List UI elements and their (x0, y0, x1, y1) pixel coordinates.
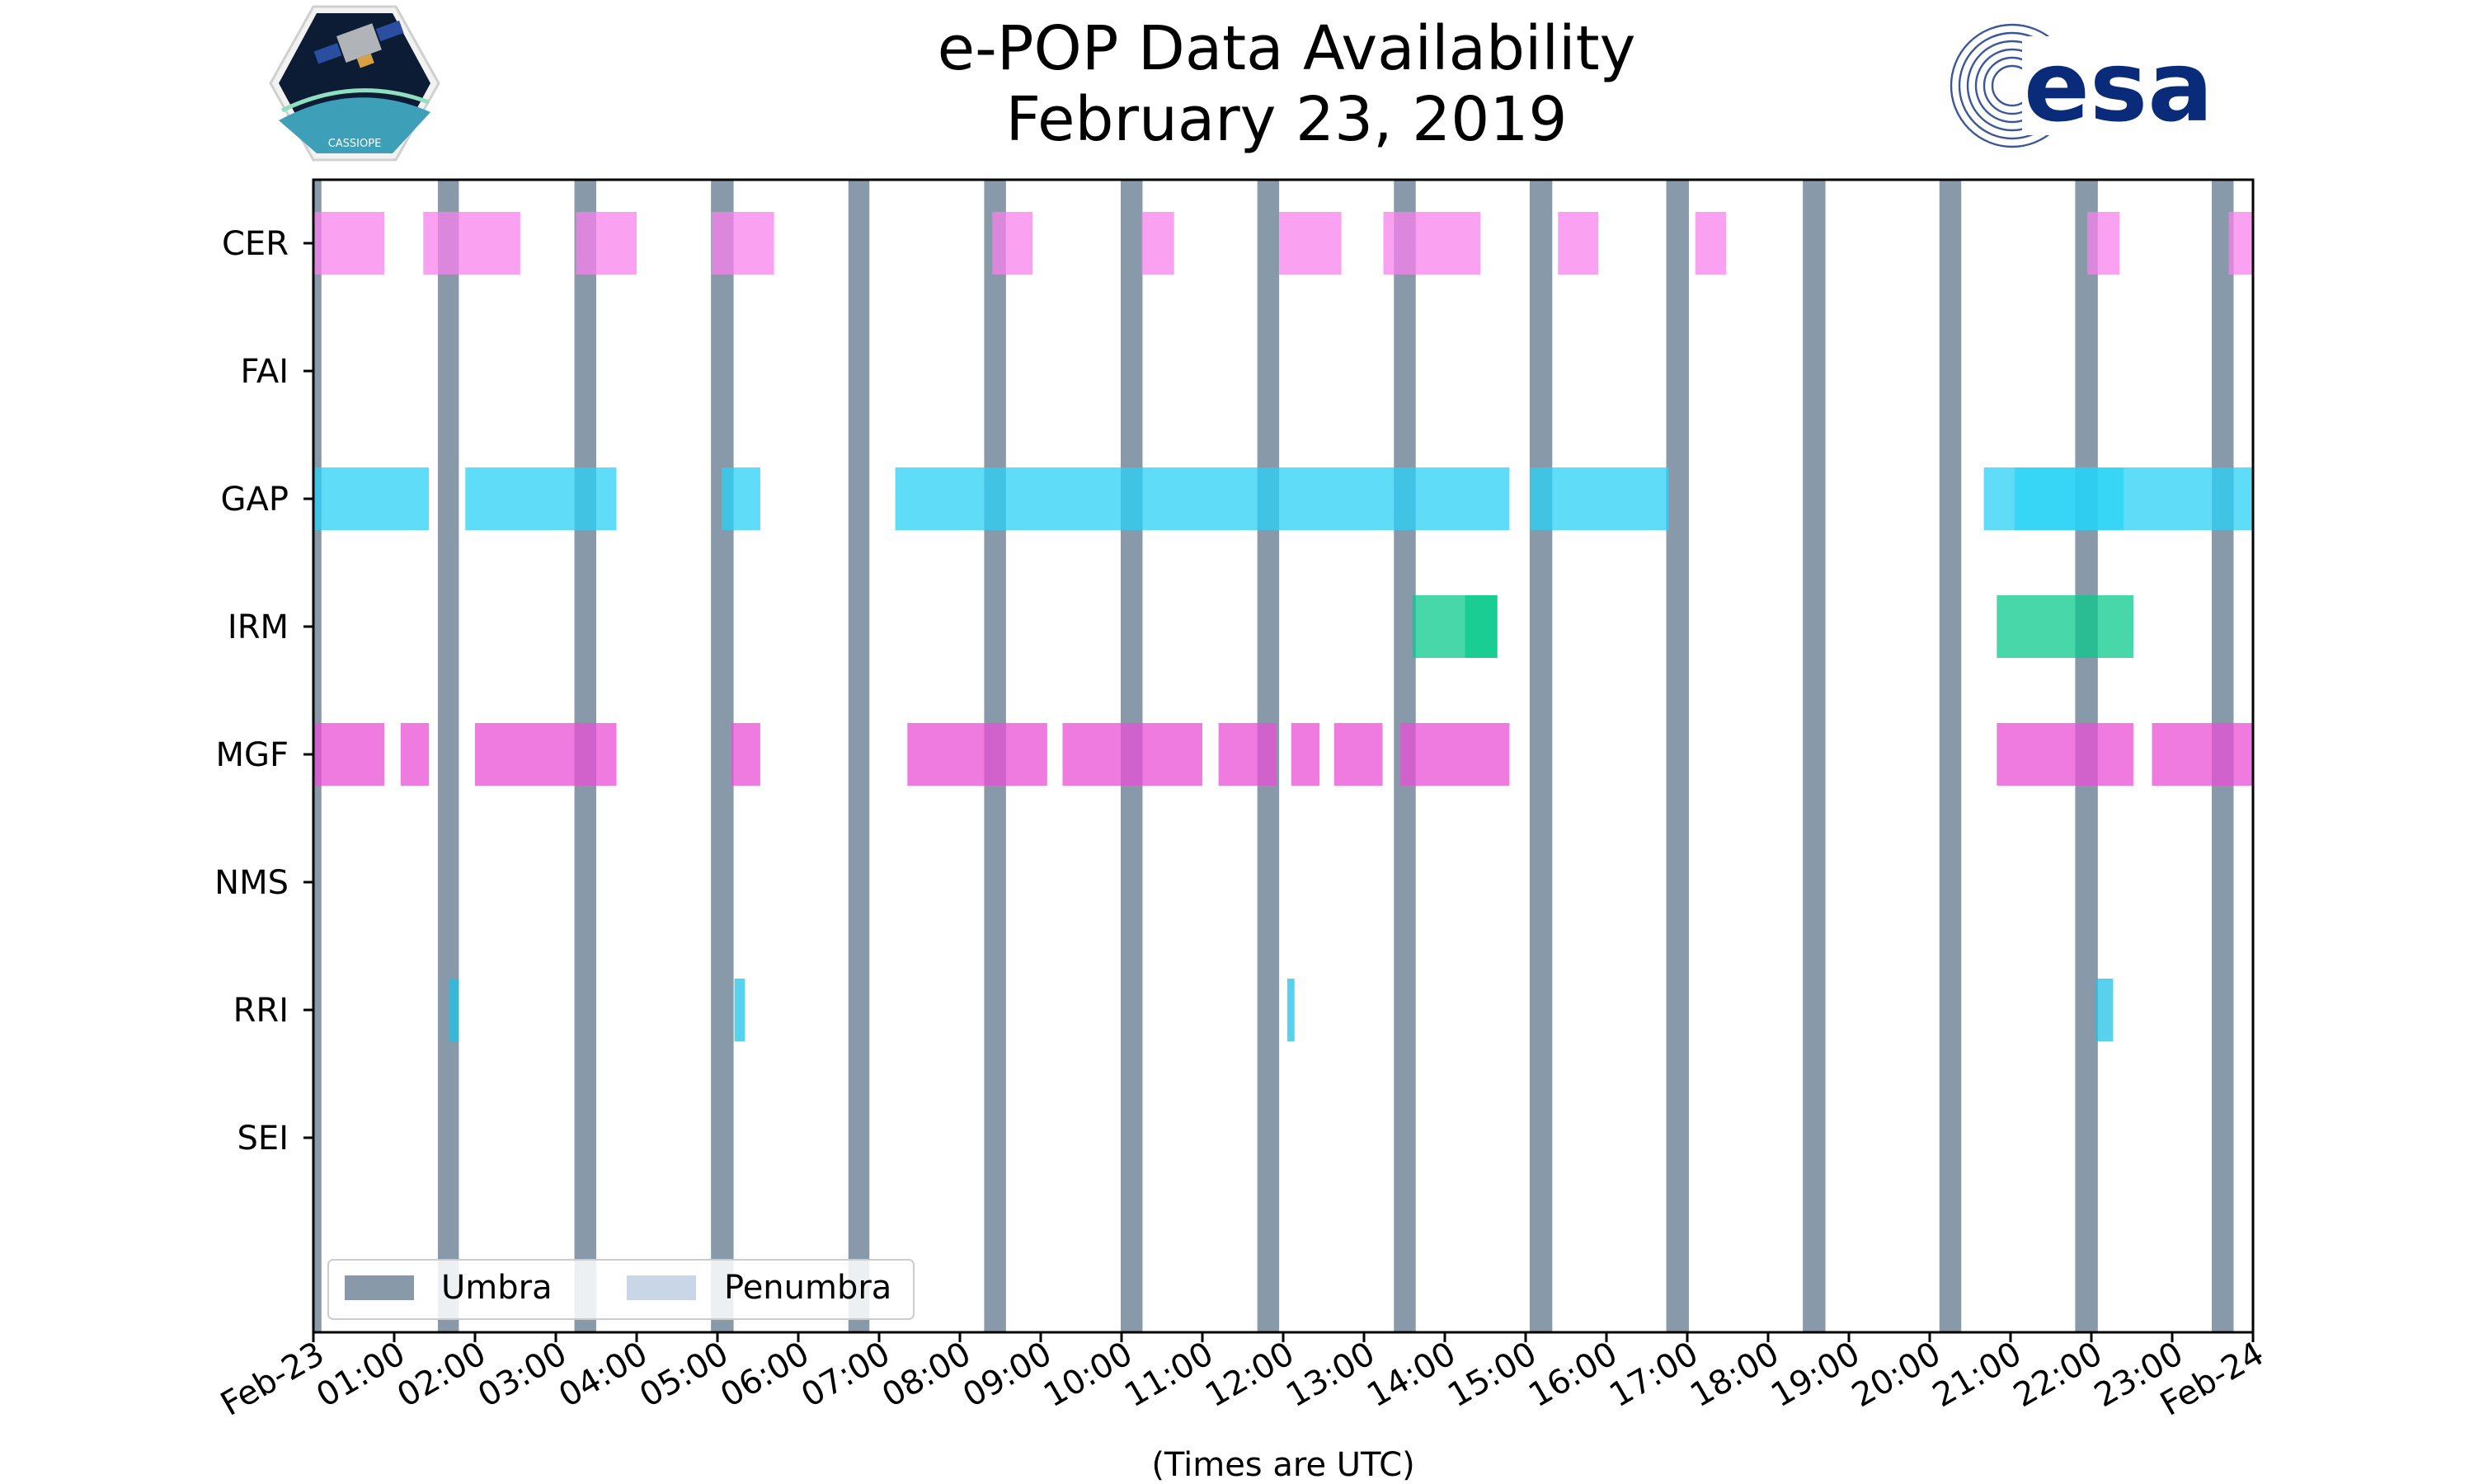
bar-cer-3 (712, 212, 774, 275)
bar-mgf-3 (731, 723, 760, 786)
bar-mgf-1 (400, 723, 430, 786)
legend-umbra-swatch (345, 1275, 414, 1300)
umbra-band-9 (1529, 180, 1553, 1332)
bar-gap-2 (721, 467, 760, 530)
x-tick-label-13: 13:00 (1280, 1335, 1381, 1415)
bar-cer-11 (2228, 212, 2253, 275)
bar-cer-10 (2087, 212, 2120, 275)
bar-mgf-2 (475, 723, 617, 786)
x-tick-label-0: Feb-23 (214, 1335, 331, 1424)
bar-cer-5 (1141, 212, 1174, 275)
bar-cer-8 (1558, 212, 1599, 275)
bar-rri-0 (449, 979, 459, 1041)
x-tick-label-20: 20:00 (1846, 1335, 1947, 1415)
bar-irm-2 (1997, 595, 2133, 658)
legend-penumbra-swatch (627, 1275, 696, 1300)
x-tick-label-21: 21:00 (1926, 1335, 2028, 1415)
x-tick-label-16: 16:00 (1522, 1335, 1624, 1415)
bar-gap-3 (895, 467, 1510, 530)
y-tick-label-sei: SEI (238, 1120, 289, 1158)
y-tick-label-rri: RRI (233, 992, 289, 1030)
bar-rri-1 (734, 979, 745, 1041)
bar-rri-3 (2095, 979, 2114, 1041)
umbra-band-10 (1666, 180, 1689, 1332)
umbra-band-12 (1939, 180, 1962, 1332)
chart-title-line-1: e-POP Data Availability (938, 13, 1636, 84)
legend-box (327, 1259, 915, 1320)
x-tick-label-9: 09:00 (957, 1335, 1058, 1415)
x-tick-label-18: 18:00 (1684, 1335, 1785, 1415)
bar-cer-0 (313, 212, 385, 275)
y-tick-label-cer: CER (222, 225, 289, 263)
x-tick-label-14: 14:00 (1361, 1335, 1462, 1415)
legend-umbra-label: Umbra (441, 1269, 553, 1307)
x-tick-label-7: 07:00 (795, 1335, 896, 1415)
bar-gap-1 (465, 467, 617, 530)
x-tick-label-4: 04:00 (553, 1335, 654, 1415)
y-tick-label-fai: FAI (241, 353, 289, 391)
legend-penumbra-label: Penumbra (724, 1269, 891, 1307)
bar-mgf-9 (1400, 723, 1510, 786)
bar-irm-1 (1465, 595, 1498, 658)
x-tick-label-10: 10:00 (1037, 1335, 1139, 1415)
x-tick-label-2: 02:00 (391, 1335, 492, 1415)
umbra-band-4 (848, 180, 870, 1332)
y-tick-label-irm: IRM (228, 608, 289, 646)
umbra-band-1 (437, 180, 459, 1332)
x-axis-label: (Times are UTC) (1151, 1446, 1414, 1484)
bar-mgf-6 (1218, 723, 1277, 786)
bar-cer-7 (1383, 212, 1481, 275)
x-tick-label-5: 05:00 (633, 1335, 735, 1415)
x-tick-label-6: 06:00 (714, 1335, 816, 1415)
bar-mgf-0 (313, 723, 385, 786)
bar-rri-2 (1286, 979, 1295, 1041)
cassiope-logo: CASSIOPE (269, 5, 440, 162)
bar-mgf-11 (2152, 723, 2253, 786)
bar-mgf-7 (1291, 723, 1320, 786)
chart-title-line-2: February 23, 2019 (1006, 84, 1568, 155)
bar-cer-6 (1279, 212, 1342, 275)
esa-logo: esa (1950, 23, 2213, 148)
x-tick-label-17: 17:00 (1603, 1335, 1705, 1415)
x-tick-label-1: 01:00 (310, 1335, 412, 1415)
x-tick-label-22: 22:00 (2007, 1335, 2109, 1415)
bar-cer-9 (1695, 212, 1727, 275)
x-tick-label-11: 11:00 (1118, 1335, 1220, 1415)
bar-gap-6 (2014, 467, 2253, 530)
cassiope-logo-text: CASSIOPE (328, 138, 382, 150)
x-tick-label-15: 15:00 (1442, 1335, 1543, 1415)
bar-gap-4 (1529, 467, 1669, 530)
legend: Umbra Penumbra (327, 1259, 915, 1320)
x-tick-label-19: 19:00 (1765, 1335, 1866, 1415)
bar-mgf-10 (1997, 723, 2133, 786)
x-tick-label-8: 08:00 (876, 1335, 977, 1415)
bar-mgf-4 (907, 723, 1047, 786)
bar-cer-1 (423, 212, 520, 275)
bar-cer-2 (576, 212, 637, 275)
bar-gap-0 (313, 467, 430, 530)
bar-mgf-8 (1333, 723, 1383, 786)
y-tick-label-nms: NMS (214, 864, 289, 902)
bar-mgf-5 (1062, 723, 1202, 786)
x-tick-label-12: 12:00 (1199, 1335, 1300, 1415)
x-tick-label-3: 03:00 (472, 1335, 573, 1415)
bar-cer-4 (992, 212, 1033, 275)
y-tick-label-mgf: MGF (215, 736, 289, 774)
umbra-band-11 (1803, 180, 1826, 1332)
umbra-band-3 (711, 180, 734, 1332)
esa-logo-text: esa (2024, 30, 2213, 143)
y-tick-label-gap: GAP (221, 481, 289, 519)
